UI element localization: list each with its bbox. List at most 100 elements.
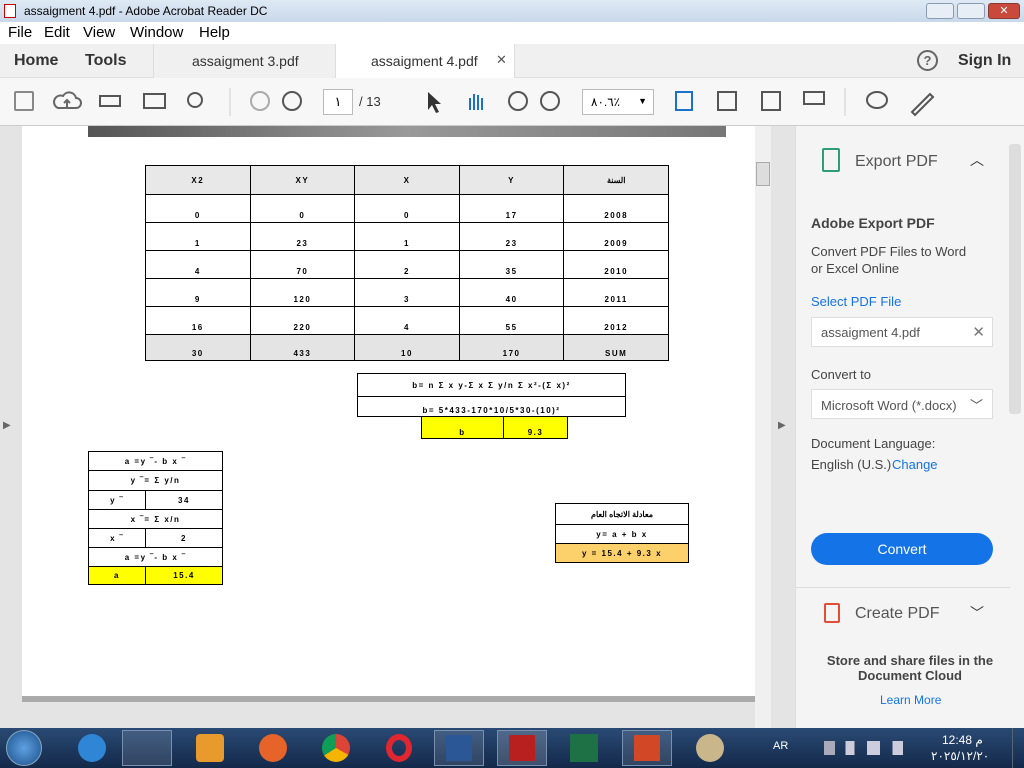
document-tab-active[interactable]: assaigment 4.pdf ✕ (335, 44, 515, 79)
menu-item[interactable]: File (8, 24, 33, 41)
table-cell: 0 (354, 194, 460, 223)
right-pane-toggle[interactable]: ▶ (778, 420, 786, 431)
taskbar-explorer[interactable] (122, 730, 172, 766)
file-field[interactable]: assaigment 4.pdf ✕ (811, 317, 993, 347)
page-total: / 13 (359, 94, 381, 109)
export-title[interactable]: Export PDF (855, 153, 938, 170)
table-cell: 2010 (563, 250, 669, 279)
calc-row: y ‾= Σ y/n (88, 470, 223, 491)
table-cell: 2 (354, 250, 460, 279)
table-sum-cell: 433 (249, 334, 356, 361)
format-dropdown[interactable]: Microsoft Word (*.docx) ﹀ (811, 389, 993, 419)
taskbar-opera[interactable] (386, 734, 412, 762)
calc-cell: a (88, 566, 146, 585)
zoom-out[interactable] (508, 91, 528, 111)
table-cell: 1 (145, 222, 251, 251)
taskbar-powerpoint[interactable] (622, 730, 672, 766)
sign-icon[interactable] (910, 92, 935, 117)
select-file-link[interactable]: Select PDF File (811, 294, 902, 309)
zoom-in[interactable] (540, 91, 560, 111)
print-icon[interactable] (99, 95, 121, 107)
select-tool[interactable] (428, 92, 441, 113)
right-panel: Export PDF ︿ Adobe Export PDF Convert PD… (795, 126, 1024, 728)
table-cell: 70 (249, 250, 356, 279)
taskbar-word[interactable] (434, 730, 484, 766)
comment-icon[interactable] (866, 91, 888, 109)
clock-date[interactable]: ٢٠٢٥/١٢/٢٠ (931, 749, 990, 763)
calc-cell: 15.4 (145, 566, 223, 585)
change-link[interactable]: Change (892, 457, 938, 472)
left-pane-toggle[interactable]: ▶ (3, 420, 11, 431)
table-cell: 2008 (563, 194, 669, 223)
taskbar-firefox[interactable] (259, 734, 287, 762)
save-icon[interactable] (14, 91, 34, 111)
create-title[interactable]: Create PDF (855, 605, 940, 622)
tab-label: assaigment 4.pdf (371, 53, 478, 69)
toolbar-icons (14, 88, 935, 117)
taskbar-excel[interactable] (570, 734, 598, 762)
trend-row: y = 15.4 + 9.3 x (555, 543, 689, 563)
table-cell: 16 (145, 306, 251, 335)
page-input[interactable]: ١ (323, 89, 353, 115)
panel-scroll-thumb[interactable] (1009, 144, 1021, 414)
email-icon[interactable] (143, 93, 166, 109)
table-sum-cell: SUM (563, 334, 669, 361)
restore-button[interactable] (957, 3, 985, 19)
hand-tool[interactable] (469, 94, 483, 110)
show-desktop[interactable] (1012, 728, 1024, 768)
zoom-input[interactable]: ٨٠.٦٪ ▼ (582, 89, 654, 115)
read-icon[interactable] (803, 91, 825, 105)
tab-label: assaigment 3.pdf (192, 53, 299, 69)
sign-in[interactable]: Sign In (958, 52, 1012, 69)
fullscreen-icon[interactable] (761, 91, 781, 111)
prev-page[interactable] (250, 91, 270, 111)
next-page[interactable] (282, 91, 302, 111)
table-header-cell: السنة (563, 165, 669, 195)
tools-tab[interactable]: Tools (85, 52, 127, 69)
table-cell: 40 (458, 278, 565, 307)
tray-icons[interactable] (824, 741, 914, 755)
minimize-button[interactable] (926, 3, 954, 19)
document-tab[interactable]: assaigment 3.pdf (153, 44, 335, 78)
clock-time[interactable]: 12:48 م (942, 733, 983, 747)
search-icon[interactable] (187, 92, 203, 108)
formula-result: 9.3 (503, 416, 568, 439)
fit-icon[interactable] (675, 91, 693, 111)
language-value: English (U.S.) (811, 457, 892, 472)
table-cell: 17 (458, 194, 565, 223)
menu-item[interactable]: Help (199, 24, 230, 41)
taskbar: AR 12:48 م ٢٠٢٥/١٢/٢٠ (0, 728, 1024, 768)
tab-close[interactable]: ✕ (496, 52, 507, 67)
taskbar-media[interactable] (196, 734, 224, 762)
table-header-cell: X (354, 165, 460, 195)
scroll-thumb[interactable] (756, 162, 770, 186)
taskbar-ie[interactable] (78, 734, 106, 762)
home-tab[interactable]: Home (14, 52, 59, 69)
table-cell: 4 (145, 250, 251, 279)
convert-button[interactable]: Convert (811, 533, 993, 565)
create-icon (824, 603, 840, 623)
start-button[interactable] (6, 730, 42, 766)
taskbar-chrome[interactable] (322, 734, 350, 762)
table-cell: 3 (354, 278, 460, 307)
taskbar-acrobat[interactable] (497, 730, 547, 766)
collapse-icon[interactable]: ︿ (970, 152, 984, 168)
taskbar-paint[interactable] (696, 734, 724, 762)
calc-cell: 2 (145, 528, 223, 548)
learn-more[interactable]: Learn More (880, 693, 942, 707)
table-cell: 2011 (563, 278, 669, 307)
help-button[interactable]: ? (917, 50, 938, 71)
table-header-cell: Y (458, 165, 565, 195)
rotate-icon[interactable] (717, 91, 737, 111)
scrollbar[interactable] (755, 126, 771, 728)
table-cell: 120 (249, 278, 356, 307)
menu-item[interactable]: View (83, 24, 116, 41)
expand-icon[interactable]: ﹀ (970, 605, 984, 621)
document-area: ▶ ▶ X2 XY X Y السنة 0 0 0 17 2008 1 23 1 23 2009 4 70 2 35… (0, 126, 795, 728)
input-language[interactable]: AR (773, 740, 789, 752)
close-button[interactable]: ✕ (988, 3, 1020, 19)
menu-item[interactable]: Window (130, 24, 184, 41)
upload-icon[interactable] (53, 91, 82, 109)
menu-item[interactable]: Edit (44, 24, 70, 41)
